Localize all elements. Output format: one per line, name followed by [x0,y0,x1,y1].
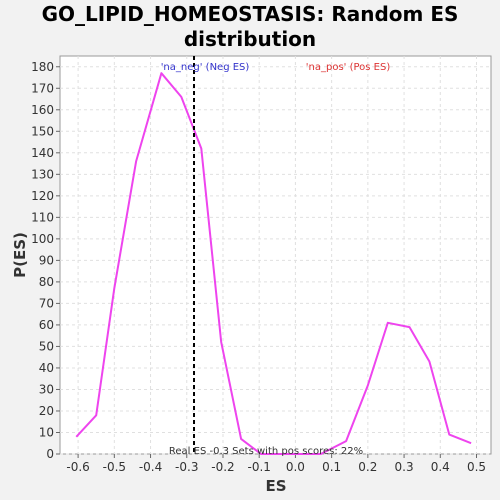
x-tick-label: 0.5 [467,460,486,474]
y-tick-label: 20 [39,404,54,418]
x-tick-label: 0.4 [431,460,450,474]
series-layer [75,72,472,455]
y-tick-label: 100 [31,232,54,246]
y-axis-title: P(ES) [11,232,29,278]
y-tick-label: 60 [39,318,54,332]
y-tick-label: 140 [31,146,54,160]
grid-layer [60,56,491,455]
y-tick-label: 0 [46,447,54,461]
x-tick-label: -0.2 [211,460,234,474]
x-tick-label: 0.2 [358,460,377,474]
y-tick-label: 40 [39,361,54,375]
x-tick-label: -0.1 [247,460,270,474]
x-tick-label: -0.6 [66,460,89,474]
pos-es-label: 'na_pos' (Pos ES) [306,62,391,73]
y-tick-label: 70 [39,296,54,310]
y-tick-label: 80 [39,275,54,289]
neg-es-label: 'na_neg' (Neg ES) [161,62,250,73]
y-tick-label: 170 [31,81,54,95]
y-tick-label: 10 [39,425,54,439]
chart-title-line2: distribution [183,27,317,51]
x-tick-label: 0.1 [322,460,341,474]
y-ticks-layer: 0 10 20 30 40 50 60 70 80 90 100 110 120 130 140 150 160… [31,60,60,461]
x-tick-label: -0.3 [175,460,198,474]
y-tick-label: 130 [31,167,54,181]
real-es-summary: Real ES -0.3 Sets with pos scores: 22% [169,446,363,457]
plot-area [59,55,492,455]
y-tick-label: 120 [31,189,54,203]
chart-title-line1: GO_LIPID_HOMEOSTASIS: Random ES [41,2,459,26]
x-tick-label: -0.5 [103,460,126,474]
y-tick-label: 180 [31,60,54,74]
x-tick-label: -0.4 [139,460,162,474]
y-tick-label: 110 [31,210,54,224]
y-tick-label: 50 [39,339,54,353]
y-tick-label: 90 [39,253,54,267]
y-tick-label: 160 [31,103,54,117]
y-tick-label: 150 [31,124,54,138]
x-axis-title: ES [265,477,286,495]
x-tick-label: 0.3 [395,460,414,474]
x-ticks-layer: -0.6 -0.5 -0.4 -0.3 -0.2 -0.1 0.0 0.1 0.2 0.3 0.4 0… [66,454,486,474]
x-tick-label: 0.0 [286,460,305,474]
y-tick-label: 30 [39,382,54,396]
chart-title: GO_LIPID_HOMEOSTASIS: Random ES distribu… [0,2,500,52]
series-line [75,72,472,455]
